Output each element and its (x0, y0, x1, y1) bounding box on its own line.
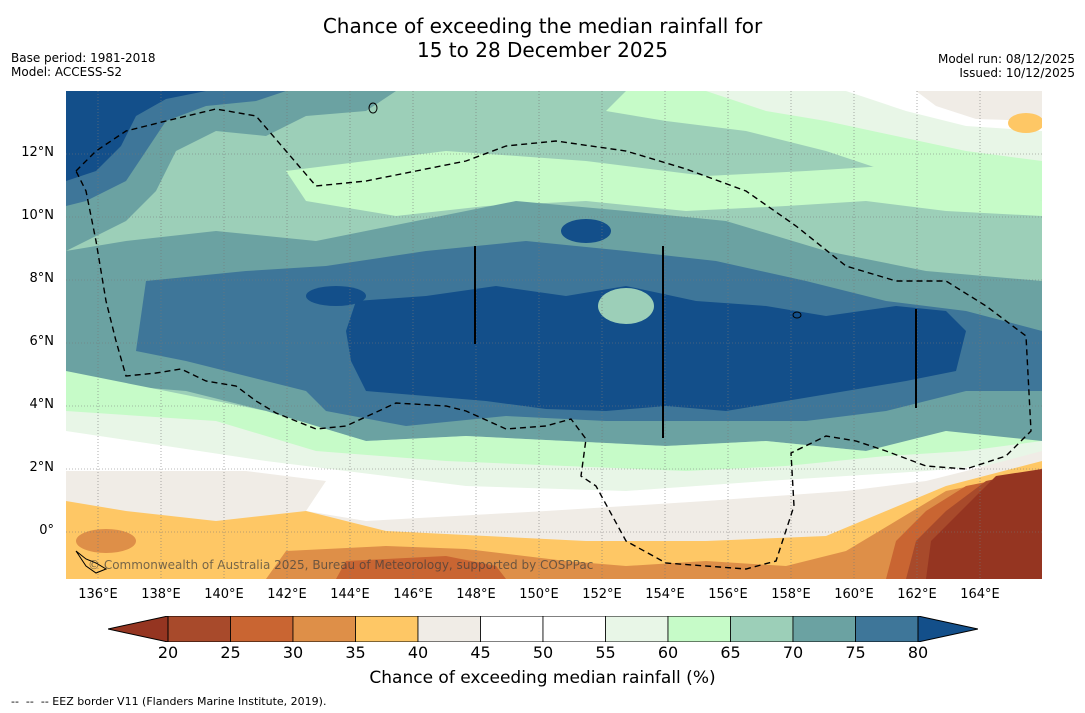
lat-label-2n: 2°N (29, 460, 55, 475)
rainfall-map (66, 91, 1042, 579)
colorbar-segment-60-65 (667, 616, 731, 642)
run-info-left: Base period: 1981-2018 Model: ACCESS-S2 (11, 51, 156, 79)
island-pohnpei (792, 311, 802, 319)
colorbar-tick-65: 65 (720, 643, 741, 662)
region-45-ne (916, 91, 1042, 121)
copyright-notice: © Commonwealth of Australia 2025, Bureau… (88, 558, 594, 572)
colorbar-tick-20: 20 (157, 643, 179, 662)
lat-label-10n: 10°N (21, 208, 54, 223)
colorbar-frame (167, 616, 919, 642)
colorbar-tick-75: 75 (845, 643, 866, 662)
lat-label-4n: 4°N (29, 397, 55, 412)
lon-label-160e: 160°E (834, 587, 874, 602)
lon-label-156e: 156°E (708, 587, 748, 602)
colorbar-over-arrow (917, 616, 978, 642)
coastline-png (75, 550, 108, 574)
issued-date: Issued: 10/12/2025 (959, 66, 1075, 80)
region-under20-se (926, 469, 1042, 579)
colorbar-segment-35-40 (355, 616, 419, 642)
colorbar-segment-20-25 (167, 616, 231, 642)
lon-label-144e: 144°E (330, 587, 370, 602)
colorbar-tick-80: 80 (907, 643, 929, 662)
region-over80-north (561, 219, 611, 243)
lon-label-162e: 162°E (897, 587, 937, 602)
region-35-south (266, 471, 1042, 579)
region-over80-nw (66, 91, 206, 181)
lon-label-150e: 150°E (519, 587, 559, 602)
colorbar-segment-65-70 (730, 616, 794, 642)
title-line-2: 15 to 28 December 2025 (416, 38, 668, 62)
lon-label-164e: 164°E (960, 587, 1000, 602)
region-35-west (76, 529, 136, 553)
graticule (66, 91, 1042, 579)
island-guam (368, 102, 378, 114)
model-name: Model: ACCESS-S2 (11, 65, 123, 79)
lon-label-138e: 138°E (141, 587, 181, 602)
region-40-south (66, 461, 1042, 579)
lon-label-142e: 142°E (267, 587, 307, 602)
colorbar-segment-50-55 (542, 616, 606, 642)
lon-label-140e: 140°E (204, 587, 244, 602)
colorbar-tick-70: 70 (782, 643, 804, 662)
model-run-date: Model run: 08/12/2025 (937, 52, 1075, 66)
region-65-band (286, 151, 1042, 216)
region-over80-core (346, 286, 966, 411)
lon-label-158e: 158°E (771, 587, 811, 602)
colorbar-segments (167, 616, 919, 642)
base-period: Base period: 1981-2018 (11, 51, 156, 65)
lon-label-146e: 146°E (393, 587, 433, 602)
region-over80-patch (306, 286, 366, 306)
colorbar-tick-40: 40 (407, 643, 429, 662)
colorbar-tick-50: 50 (532, 643, 554, 662)
title-line-1: Chance of exceeding the median rainfall … (322, 14, 763, 38)
map-svg (66, 91, 1042, 579)
region-70-hole (598, 288, 654, 324)
eez-footnote: -- -- -- EEZ border V11 (Flanders Marine… (11, 695, 327, 708)
colorbar-label: Chance of exceeding median rainfall (%) (369, 668, 716, 688)
colorbar-tick-55: 55 (595, 643, 616, 662)
colorbar-segment-70-75 (792, 616, 856, 642)
lat-label-6n: 6°N (29, 334, 55, 349)
lon-label-136e: 136°E (78, 587, 118, 602)
colorbar (108, 616, 978, 642)
colorbar-segment-75-80 (855, 616, 919, 642)
region-40-ne (1008, 113, 1042, 133)
eez-border (75, 108, 1032, 570)
colorbar-segment-55-60 (605, 616, 669, 642)
lon-label-154e: 154°E (645, 587, 685, 602)
colorbar-tick-60: 60 (657, 643, 679, 662)
map-title: Chance of exceeding the median rainfall … (0, 14, 1085, 62)
colorbar-tick-35: 35 (345, 643, 366, 662)
colorbar-segment-40-45 (417, 616, 481, 642)
lat-label-12n: 12°N (21, 145, 54, 160)
region-30-patch (336, 556, 506, 579)
colorbar-tick-45: 45 (470, 643, 491, 662)
colorbar-segment-25-30 (230, 616, 294, 642)
colorbar-tick-25: 25 (220, 643, 241, 662)
run-info-right: Model run: 08/12/2025 Issued: 10/12/2025 (938, 52, 1075, 80)
lat-label-8n: 8°N (29, 271, 55, 286)
lat-label-0: 0° (39, 523, 54, 538)
lon-label-152e: 152°E (582, 587, 622, 602)
colorbar-segment-45-50 (480, 616, 544, 642)
colorbar-under-arrow (108, 616, 169, 642)
colorbar-tick-30: 30 (282, 643, 304, 662)
colorbar-segment-30-35 (292, 616, 356, 642)
lon-label-148e: 148°E (456, 587, 496, 602)
